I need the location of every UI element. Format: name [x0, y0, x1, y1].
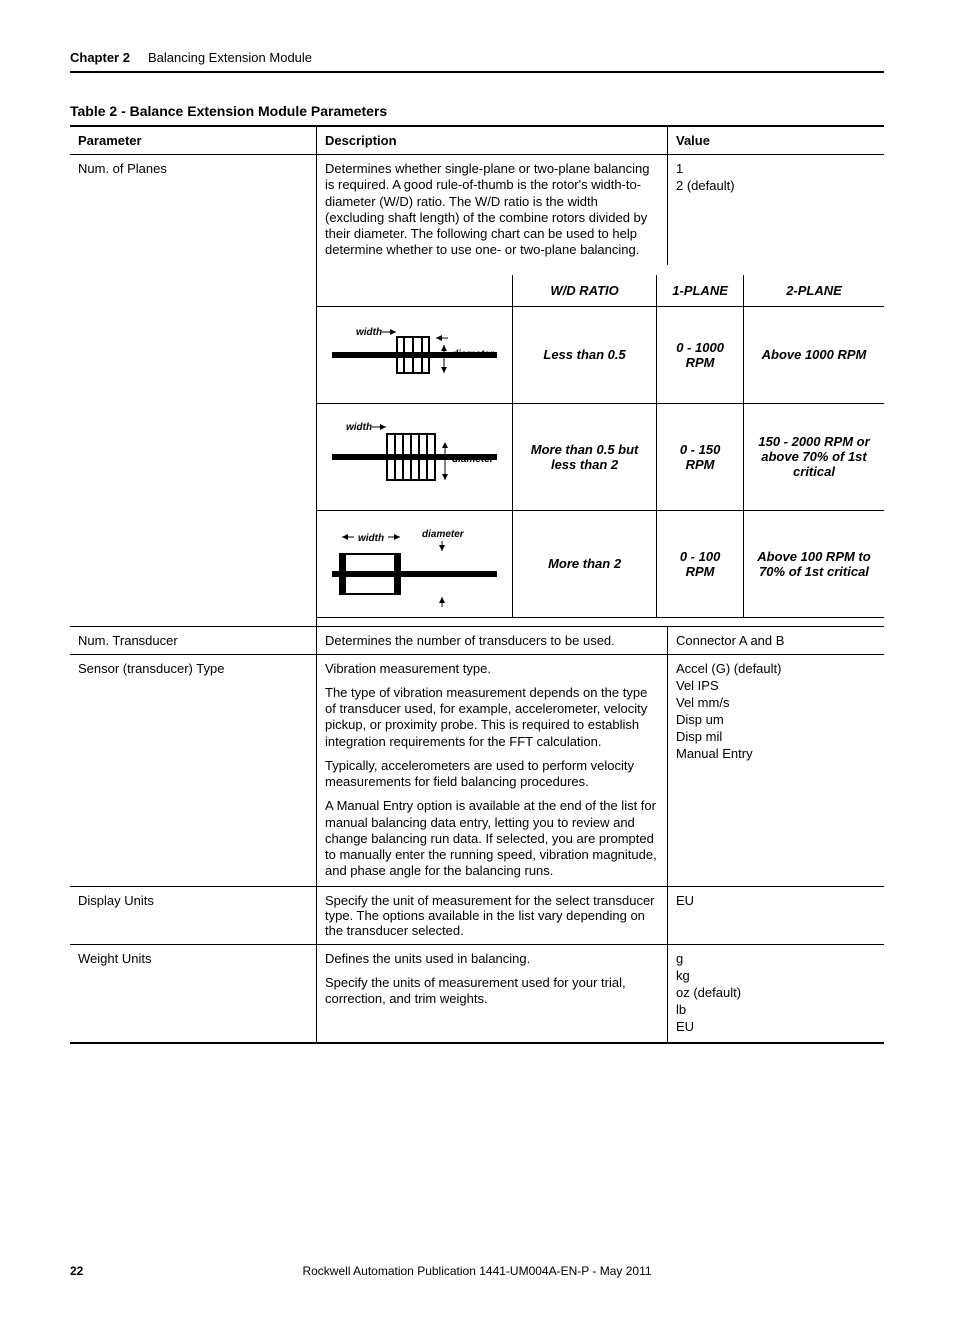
param-name: Display Units [70, 886, 317, 944]
svg-text:diameter: diameter [452, 454, 495, 465]
param-name: Sensor (transducer) Type [70, 654, 317, 886]
publication-info: Rockwell Automation Publication 1441-UM0… [302, 1264, 651, 1278]
value-option: Accel (G) (default) [676, 661, 876, 676]
table-row: Weight Units Defines the units used in b… [70, 944, 884, 1043]
rotor-diagram: width [317, 306, 513, 403]
2plane-value: Above 1000 RPM [744, 306, 885, 403]
param-value: Connector A and B [668, 626, 885, 654]
parameters-table: Parameter Description Value Num. of Plan… [70, 125, 884, 1044]
value-option: 2 (default) [676, 178, 876, 193]
desc-text: Typically, accelerometers are used to pe… [325, 758, 659, 791]
param-desc: Determines whether single-plane or two-p… [317, 155, 668, 265]
desc-text: Vibration measurement type. [325, 661, 659, 677]
svg-text:diameter: diameter [452, 349, 495, 360]
table-row: W/D RATIO 1-PLANE 2-PLANE width [70, 265, 884, 627]
param-name: Num. Transducer [70, 626, 317, 654]
value-option: Vel mm/s [676, 695, 876, 710]
desc-text: Specify the units of measurement used fo… [325, 975, 659, 1008]
desc-text: The type of vibration measurement depend… [325, 685, 659, 750]
svg-text:width: width [358, 533, 384, 544]
col-header-value: Value [668, 126, 885, 155]
inner-row: width [317, 403, 884, 510]
param-value: g kg oz (default) lb EU [668, 944, 885, 1043]
value-option: Manual Entry [676, 746, 876, 761]
param-name: Weight Units [70, 944, 317, 1043]
inner-header-1plane: 1-PLANE [657, 275, 744, 307]
table-title: Table 2 - Balance Extension Module Param… [70, 103, 884, 119]
value-option: kg [676, 968, 876, 983]
table-row: Sensor (transducer) Type Vibration measu… [70, 654, 884, 886]
2plane-value: Above 100 RPM to 70% of 1st critical [744, 510, 885, 617]
inner-header-wd: W/D RATIO [513, 275, 657, 307]
param-desc: Vibration measurement type. The type of … [317, 654, 668, 886]
wd-ratio-value: More than 2 [513, 510, 657, 617]
value-option: Disp um [676, 712, 876, 727]
value-option: oz (default) [676, 985, 876, 1000]
1plane-value: 0 - 1000 RPM [657, 306, 744, 403]
rotor-diagram: width [317, 403, 513, 510]
param-value: Accel (G) (default) Vel IPS Vel mm/s Dis… [668, 654, 885, 886]
param-desc: Defines the units used in balancing. Spe… [317, 944, 668, 1043]
col-header-parameter: Parameter [70, 126, 317, 155]
wd-ratio-table: W/D RATIO 1-PLANE 2-PLANE width [317, 275, 884, 626]
value-option: EU [676, 1019, 876, 1034]
svg-text:diameter: diameter [422, 529, 465, 540]
desc-text: A Manual Entry option is available at th… [325, 798, 659, 879]
param-value: 1 2 (default) [668, 155, 885, 265]
svg-text:width: width [356, 327, 382, 338]
1plane-value: 0 - 150 RPM [657, 403, 744, 510]
page-header: Chapter 2 Balancing Extension Module [70, 50, 884, 73]
rotor-diagram: width diameter [317, 510, 513, 617]
wd-ratio-value: Less than 0.5 [513, 306, 657, 403]
col-header-description: Description [317, 126, 668, 155]
inner-row: width diameter [317, 510, 884, 617]
desc-text: Defines the units used in balancing. [325, 951, 659, 967]
1plane-value: 0 - 100 RPM [657, 510, 744, 617]
wd-ratio-value: More than 0.5 but less than 2 [513, 403, 657, 510]
param-desc: Determines the number of transducers to … [317, 626, 668, 654]
2plane-value: 150 - 2000 RPM or above 70% of 1st criti… [744, 403, 885, 510]
desc-text: Determines whether single-plane or two-p… [325, 161, 659, 259]
value-option: g [676, 951, 876, 966]
param-name: Num. of Planes [70, 155, 317, 265]
inner-row: width [317, 306, 884, 403]
page-footer: 22 Rockwell Automation Publication 1441-… [70, 1264, 884, 1278]
value-option: 1 [676, 161, 876, 176]
chapter-label: Chapter 2 [70, 50, 130, 65]
value-option: Disp mil [676, 729, 876, 744]
value-option: lb [676, 1002, 876, 1017]
param-value: EU [668, 886, 885, 944]
svg-text:width: width [346, 422, 372, 433]
table-row: Num. of Planes Determines whether single… [70, 155, 884, 265]
value-option: Vel IPS [676, 678, 876, 693]
table-row: Num. Transducer Determines the number of… [70, 626, 884, 654]
inner-header-2plane: 2-PLANE [744, 275, 885, 307]
page-number: 22 [70, 1264, 83, 1278]
chapter-title: Balancing Extension Module [148, 50, 312, 65]
param-desc: Specify the unit of measurement for the … [317, 886, 668, 944]
table-row: Display Units Specify the unit of measur… [70, 886, 884, 944]
